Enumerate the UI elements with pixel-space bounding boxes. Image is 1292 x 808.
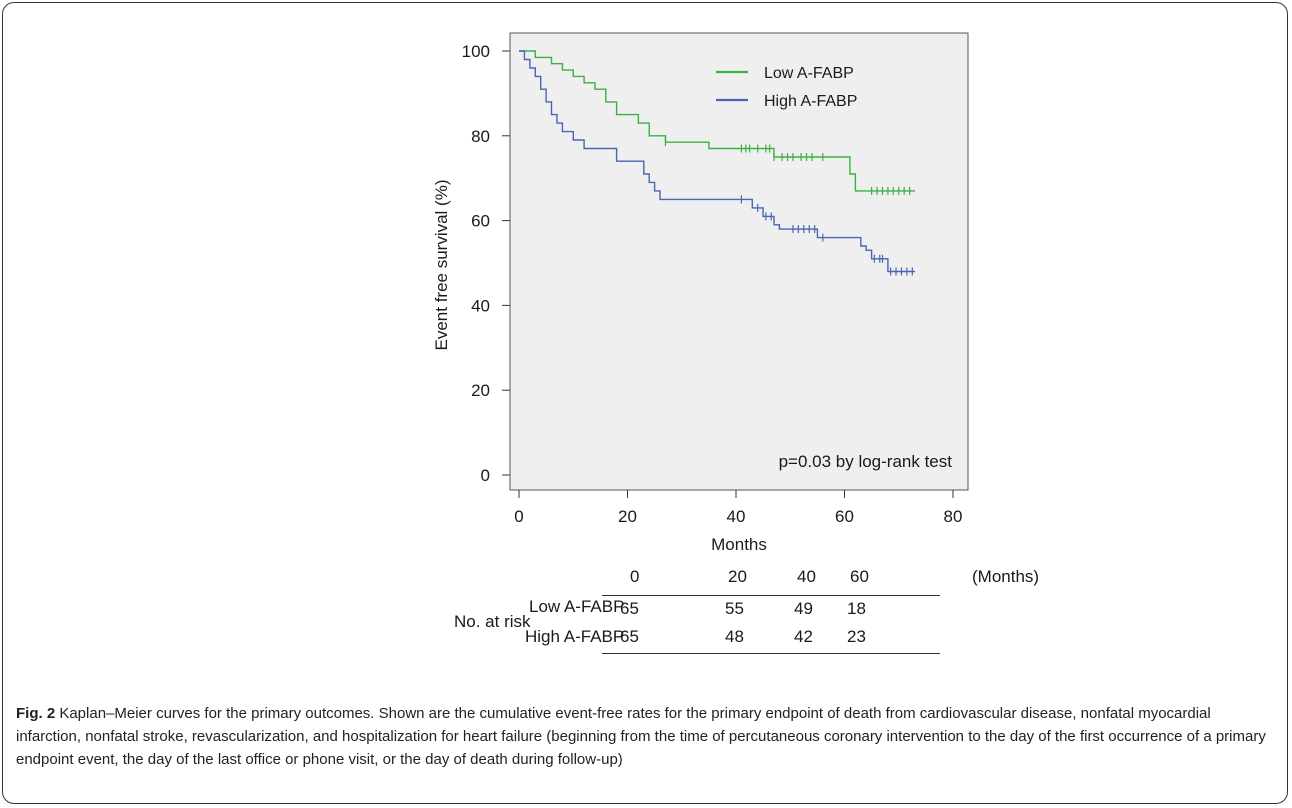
y-tick-label-100: 100 [462,42,490,61]
x-axis: 0 20 40 60 80 [514,490,962,526]
p-value-annotation: p=0.03 by log-rank test [779,452,953,471]
y-tick-label-80: 80 [471,127,490,146]
legend-label: High A-FABP [764,93,857,110]
y-tick-label-20: 20 [471,381,490,400]
y-axis-title: Event free survival (%) [432,180,451,351]
x-tick-label-0: 0 [514,507,523,526]
plot-area [509,32,969,491]
series-layer [519,50,915,276]
x-axis-title: Months [711,535,767,554]
y-tick-label-0: 0 [481,466,490,485]
series-line-low-a-fabp [519,50,915,192]
x-tick-label-60: 60 [835,507,854,526]
x-tick-label-80: 80 [944,507,963,526]
legend-label: Low A-FABP [764,65,854,82]
y-tick-label-40: 40 [471,296,490,315]
series-line-high-a-fabp [519,50,915,273]
x-tick-label-20: 20 [618,507,637,526]
x-tick-label-40: 40 [727,507,746,526]
figure-caption: Fig. 2 Kaplan–Meier curves for the prima… [16,702,1274,771]
y-axis: 0 20 40 60 80 100 [462,42,510,485]
y-tick-label-60: 60 [471,212,490,231]
caption-text: Kaplan–Meier curves for the primary outc… [16,705,1266,768]
caption-label: Fig. 2 [16,705,56,722]
legend: Low A-FABP High A-FABP [716,65,857,110]
